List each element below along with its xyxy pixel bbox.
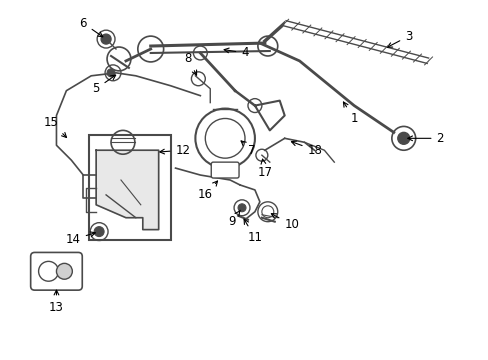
Text: 11: 11 [244, 219, 262, 244]
Text: 3: 3 [386, 30, 411, 47]
Text: 1: 1 [343, 102, 357, 125]
Circle shape [195, 109, 254, 168]
Text: 8: 8 [184, 53, 196, 75]
Text: 7: 7 [241, 141, 255, 157]
Text: 2: 2 [407, 132, 443, 145]
Text: 18: 18 [291, 141, 322, 157]
Circle shape [397, 132, 409, 144]
FancyBboxPatch shape [211, 162, 239, 178]
Text: 9: 9 [228, 210, 240, 228]
Polygon shape [96, 150, 158, 230]
Circle shape [94, 227, 104, 237]
Circle shape [205, 118, 244, 158]
Text: 17: 17 [257, 159, 272, 179]
Circle shape [56, 264, 72, 279]
Text: 15: 15 [44, 116, 66, 138]
FancyBboxPatch shape [31, 252, 82, 290]
Text: 10: 10 [271, 214, 299, 231]
Text: 12: 12 [160, 144, 190, 157]
Bar [89, 135, 170, 239]
Text: 5: 5 [92, 75, 116, 95]
Circle shape [107, 69, 115, 77]
Circle shape [101, 34, 111, 44]
Text: 4: 4 [224, 46, 248, 59]
Circle shape [238, 204, 245, 212]
Text: 6: 6 [80, 17, 102, 37]
Text: 14: 14 [66, 232, 95, 246]
Text: 13: 13 [49, 290, 64, 314]
Text: 16: 16 [198, 181, 217, 201]
